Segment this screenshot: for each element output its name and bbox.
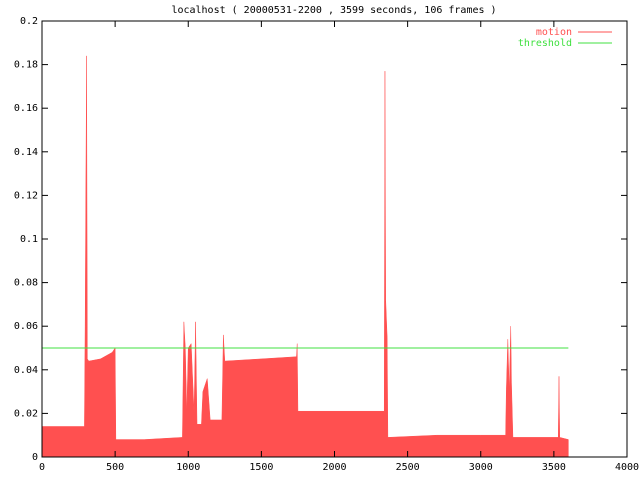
y-tick-label: 0.1 xyxy=(20,234,38,245)
x-tick-label: 3000 xyxy=(469,462,493,473)
y-tick-label: 0.02 xyxy=(14,408,38,419)
chart-title: localhost ( 20000531-2200 , 3599 seconds… xyxy=(171,5,496,16)
legend-label: threshold xyxy=(518,38,572,49)
y-tick-label: 0 xyxy=(32,452,38,463)
x-tick-label: 2500 xyxy=(396,462,420,473)
x-tick-label: 1500 xyxy=(249,462,273,473)
x-tick-label: 1000 xyxy=(176,462,200,473)
legend-label: motion xyxy=(536,27,572,38)
x-tick-label: 3500 xyxy=(542,462,566,473)
x-tick-label: 4000 xyxy=(615,462,639,473)
y-tick-label: 0.06 xyxy=(14,321,38,332)
y-tick-label: 0.2 xyxy=(20,16,38,27)
y-tick-label: 0.04 xyxy=(14,365,38,376)
x-tick-label: 500 xyxy=(106,462,124,473)
y-tick-label: 0.08 xyxy=(14,278,38,289)
x-tick-label: 2000 xyxy=(322,462,346,473)
y-tick-label: 0.14 xyxy=(14,147,38,158)
y-tick-label: 0.18 xyxy=(14,60,38,71)
motion-area xyxy=(41,55,569,458)
y-tick-label: 0.12 xyxy=(14,190,38,201)
y-tick-label: 0.16 xyxy=(14,103,38,114)
x-tick-label: 0 xyxy=(39,462,45,473)
